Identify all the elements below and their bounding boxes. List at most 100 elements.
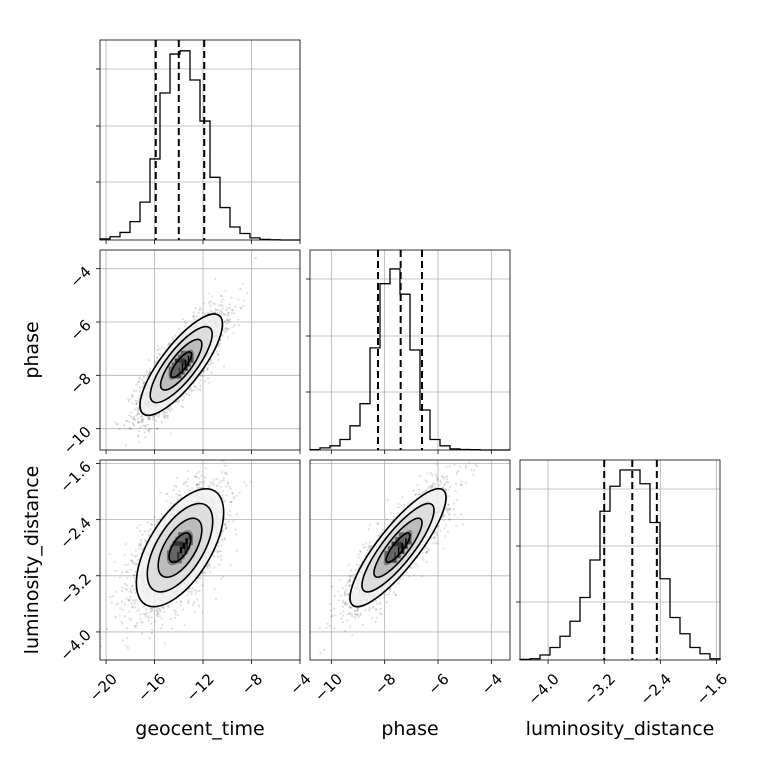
scatter-point — [208, 563, 211, 567]
scatter-point — [221, 307, 224, 310]
scatter-point — [182, 483, 185, 486]
scatter-point — [125, 644, 128, 648]
scatter-point — [223, 313, 226, 316]
scatter-point — [118, 576, 121, 579]
scatter-point — [175, 485, 178, 488]
scatter-point — [239, 306, 242, 309]
scatter-point — [141, 547, 144, 550]
scatter-point — [172, 489, 175, 492]
scatter-point — [142, 381, 145, 384]
scatter-point — [224, 523, 227, 527]
scatter-point — [210, 483, 213, 486]
scatter-point — [220, 303, 223, 306]
scatter-point — [133, 576, 136, 579]
scatter-point — [221, 304, 224, 307]
scatter-point — [139, 530, 142, 533]
scatter-point — [219, 486, 222, 489]
scatter-point — [138, 547, 141, 550]
scatter-point — [135, 407, 138, 410]
scatter-point — [220, 300, 223, 303]
scatter-point — [174, 334, 177, 337]
histogram-panel-geocent_time — [96, 39, 301, 244]
scatter-point — [143, 613, 147, 616]
scatter-point — [141, 385, 144, 389]
scatter-point — [225, 328, 228, 331]
scatter-point — [114, 590, 118, 593]
scatter-point — [225, 527, 228, 530]
contour-0 — [170, 351, 193, 379]
scatter-point — [167, 605, 170, 608]
scatter-point — [220, 295, 224, 298]
scatter-point — [134, 591, 137, 594]
scatter-point — [150, 607, 153, 610]
scatter-point — [209, 570, 212, 573]
scatter-point — [137, 380, 141, 383]
scatter-point — [221, 494, 224, 497]
scatter-point — [136, 417, 139, 420]
scatter-point — [233, 305, 237, 308]
scatter-point — [201, 375, 204, 378]
scatter-point — [183, 623, 186, 627]
scatter-point — [174, 612, 177, 616]
scatter-point — [231, 308, 234, 312]
scatter-point — [160, 420, 164, 423]
scatter-point — [136, 609, 139, 613]
scatter-point — [225, 485, 228, 488]
scatter-point — [227, 319, 230, 322]
scatter-point — [190, 390, 194, 393]
scatter-point — [206, 312, 209, 315]
scatter-point — [225, 326, 228, 330]
scatter-point — [208, 302, 211, 305]
scatter-point — [156, 427, 159, 430]
scatter-point — [132, 573, 136, 576]
scatter-point — [215, 548, 218, 551]
scatter-point — [163, 347, 166, 350]
scatter-point — [118, 614, 121, 617]
scatter-point — [133, 562, 136, 565]
scatter-point — [220, 460, 223, 462]
scatter-point — [243, 481, 246, 484]
scatter-point — [211, 361, 214, 365]
scatter-point — [156, 612, 159, 615]
scatter-point — [192, 318, 196, 321]
scatter-point — [128, 599, 131, 602]
scatter-point — [138, 544, 141, 548]
scatter-point — [179, 600, 182, 603]
scatter-point — [132, 417, 135, 421]
scatter-point — [213, 555, 216, 558]
scatter-point — [109, 595, 112, 598]
scatter-point — [212, 483, 216, 486]
density-core — [168, 350, 194, 379]
scatter-point — [219, 309, 222, 313]
scatter-point — [115, 423, 118, 426]
scatter-point — [160, 627, 163, 630]
scatter-point — [204, 312, 207, 316]
scatter-point — [222, 460, 225, 462]
contour-1 — [159, 338, 203, 391]
scatter-point — [216, 456, 218, 458]
scatter-point — [226, 327, 229, 331]
scatter-point — [155, 419, 158, 422]
scatter-point — [133, 417, 136, 421]
scatter-point — [222, 575, 225, 578]
panel-frame — [309, 249, 511, 451]
scatter-point — [228, 306, 231, 310]
scatter-point — [142, 382, 145, 385]
scatter-point — [218, 563, 221, 566]
scatter-point — [115, 603, 118, 606]
scatter-point — [138, 412, 141, 415]
scatter-point — [129, 398, 132, 401]
scatter-point — [179, 494, 183, 497]
scatter-point — [138, 377, 141, 381]
scatter-point — [131, 394, 134, 397]
scatter-point — [184, 322, 188, 325]
scatter-point — [139, 415, 143, 418]
scatter-point — [154, 523, 157, 526]
scatter-point — [220, 313, 223, 316]
scatter-point — [158, 352, 161, 356]
scatter-point — [131, 585, 134, 588]
scatter-point — [208, 381, 211, 384]
scatter-point — [123, 603, 127, 606]
scatter-point — [220, 544, 223, 547]
scatter-point — [139, 421, 142, 424]
